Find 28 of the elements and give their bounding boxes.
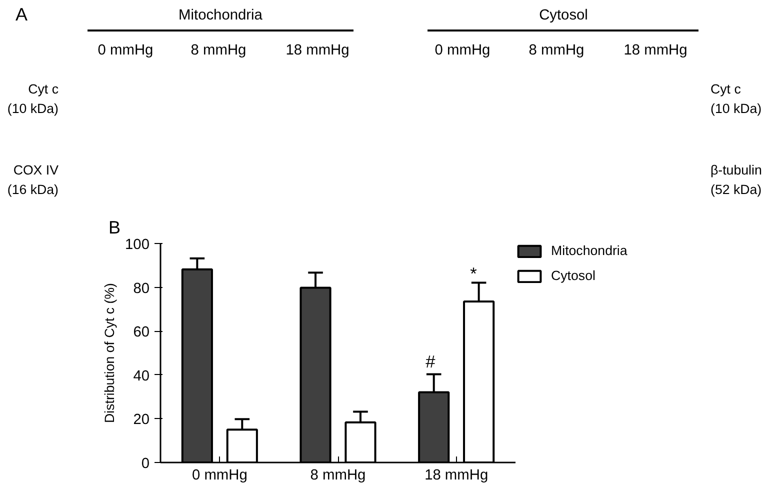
y-tick-label: 0 xyxy=(141,456,150,472)
text: 0 mmHg xyxy=(434,42,490,58)
text: B xyxy=(108,218,121,238)
x-tick-label: 0 mmHg xyxy=(192,468,248,484)
y-tick-label: 20 xyxy=(133,412,150,428)
text: 18 mmHg xyxy=(286,42,350,58)
y-tick-label: 80 xyxy=(133,280,150,297)
text: 8 mmHg xyxy=(528,42,584,58)
y-tick-label: 60 xyxy=(133,324,150,341)
y-tick-label: 40 xyxy=(133,368,150,384)
text: Cyt c (10 kDa) xyxy=(7,81,59,116)
text: Cyt c (10 kDa) xyxy=(710,81,762,116)
legend-label: Cytosol xyxy=(551,268,596,283)
annotation: * xyxy=(470,264,478,284)
text: Mitochondria xyxy=(178,8,264,24)
text: Cytosol xyxy=(539,8,588,24)
text: 0 mmHg xyxy=(98,42,154,58)
x-tick-label: 18 mmHg xyxy=(424,468,488,484)
annotation: # xyxy=(426,352,436,372)
text: COX IV (16 kDa) xyxy=(7,162,59,197)
text: 18 mmHg xyxy=(624,42,688,58)
x-tick-label: 8 mmHg xyxy=(310,468,366,484)
y-axis-title: Distribution of Cyt c (%) xyxy=(102,283,118,423)
legend-label: Mitochondria xyxy=(551,243,628,258)
text: β-tubulin (52 kDa) xyxy=(710,162,762,197)
y-tick-label: 100 xyxy=(125,237,150,253)
text: A xyxy=(16,4,28,24)
text: 8 mmHg xyxy=(190,42,246,58)
